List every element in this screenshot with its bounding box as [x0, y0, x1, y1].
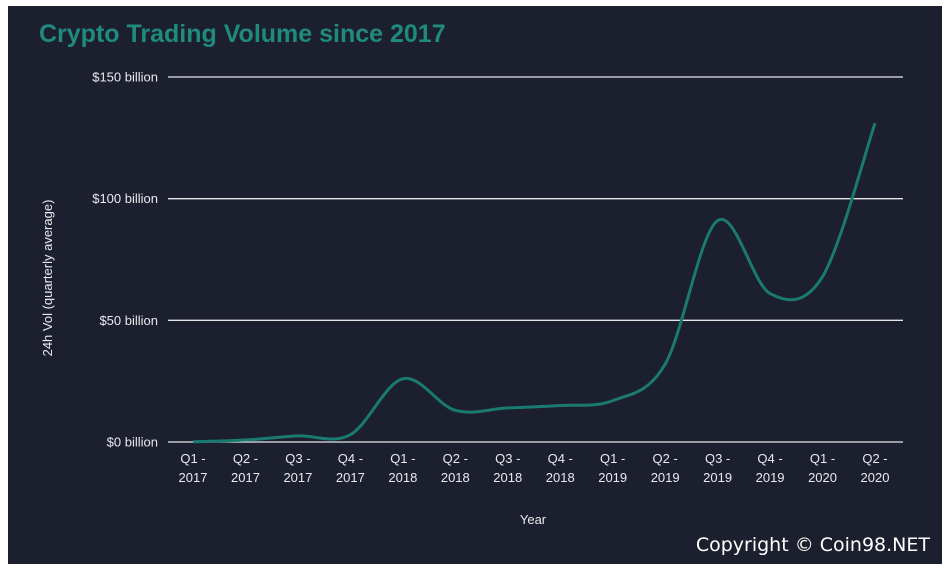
x-tick-label: Q4 -2017: [336, 451, 365, 485]
x-tick-label: Q4 -2018: [546, 451, 575, 485]
chart-title: Crypto Trading Volume since 2017: [39, 20, 446, 48]
x-tick-label: Q1 -2017: [179, 451, 208, 485]
series-line: [192, 122, 877, 444]
x-tick-label: Q3 -2019: [703, 451, 732, 485]
y-tick-label: $0 billion: [107, 435, 158, 450]
x-tick-label: Q1 -2020: [808, 451, 837, 485]
x-axis-ticks: Q1 -2017 Q2 -2017 Q3 -2017 Q4 -2017 Q1 -2018…: [179, 451, 890, 485]
x-tick-label: Q2 -2019: [651, 451, 680, 485]
y-tick-label: $50 billion: [99, 313, 158, 328]
x-tick-label: Q3 -2017: [283, 451, 312, 485]
y-axis-title: 24h Vol (quarterly average): [40, 200, 55, 357]
copyright-watermark: Copyright © Coin98.NET: [695, 534, 930, 556]
x-tick-label: Q1 -2018: [388, 451, 417, 485]
y-tick-label: $100 billion: [92, 191, 158, 206]
x-tick-label: Q4 -2019: [756, 451, 785, 485]
y-tick-label: $150 billion: [92, 70, 158, 85]
x-axis-title: Year: [520, 512, 547, 527]
grid-lines: [168, 76, 903, 443]
x-tick-label: Q2 -2018: [441, 451, 470, 485]
x-tick-label: Q3 -2018: [493, 451, 522, 485]
x-tick-label: Q2 -2017: [231, 451, 260, 485]
x-tick-label: Q2 -2020: [861, 451, 890, 485]
chart-card: Crypto Trading Volume since 2017 Copyrig…: [8, 6, 942, 564]
y-axis-ticks: $0 billion $50 billion $100 billion $150 bi…: [92, 70, 158, 450]
x-tick-label: Q1 -2019: [598, 451, 627, 485]
